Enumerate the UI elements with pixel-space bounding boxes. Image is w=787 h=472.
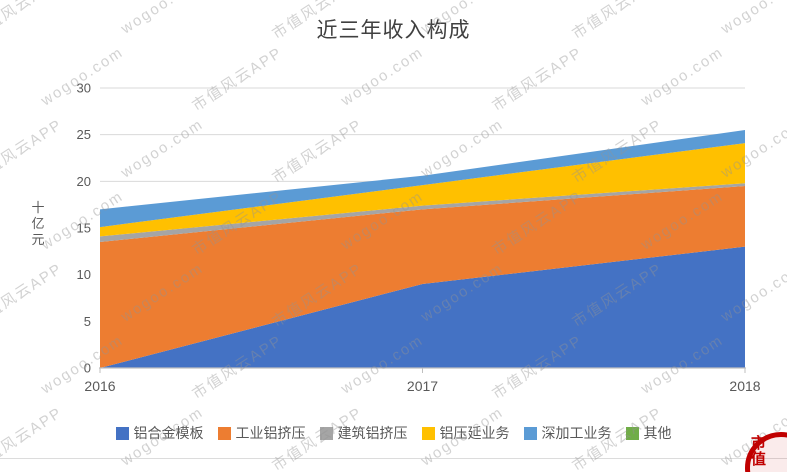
y-tick-label: 5 [84, 314, 91, 329]
legend-label: 建筑铝挤压 [337, 425, 408, 441]
y-tick-label: 15 [77, 221, 91, 236]
y-axis-title-char: 元 [31, 232, 44, 247]
legend-swatch [115, 426, 129, 440]
legend-swatch [523, 426, 537, 440]
y-tick-label: 0 [84, 361, 91, 376]
area-series [100, 186, 745, 368]
y-tick-label: 10 [77, 267, 91, 282]
area-series [100, 183, 745, 242]
y-axis-title-char: 十 [31, 200, 44, 215]
legend-item: 铝压延业务 [421, 423, 510, 443]
legend-item: 其他 [625, 423, 672, 443]
legend-label: 工业铝挤压 [235, 425, 306, 441]
legend-label: 深加工业务 [541, 425, 612, 441]
legend-item: 工业铝挤压 [217, 423, 306, 443]
legend-label: 其他 [643, 425, 672, 441]
red-seal-logo: 市值 [739, 426, 787, 472]
x-tick-label: 2017 [407, 378, 438, 394]
y-tick-label: 20 [77, 174, 91, 189]
seal-text: 市值 [750, 435, 766, 468]
legend-label: 铝合金模板 [133, 425, 204, 441]
chart-legend: 铝合金模板 工业铝挤压 建筑铝挤压 铝压延业务 深加工业务 其他 [0, 420, 787, 446]
legend-swatch [319, 426, 333, 440]
legend-item: 深加工业务 [523, 423, 612, 443]
y-tick-label: 25 [77, 127, 91, 142]
legend-item: 铝合金模板 [115, 423, 204, 443]
x-tick-label: 2018 [729, 378, 760, 394]
y-tick-label: 30 [77, 81, 91, 96]
area-series [100, 246, 745, 368]
chart-title: 近三年收入构成 [316, 19, 471, 42]
bottom-divider [0, 458, 787, 459]
legend-swatch [217, 426, 231, 440]
area-series [100, 143, 745, 237]
legend-swatch [625, 426, 639, 440]
legend-label: 铝压延业务 [439, 425, 510, 441]
x-tick-label: 2016 [84, 378, 115, 394]
y-axis-title-char: 亿 [31, 216, 44, 231]
legend-swatch [421, 426, 435, 440]
legend-item: 建筑铝挤压 [319, 423, 408, 443]
area-series [100, 130, 745, 228]
